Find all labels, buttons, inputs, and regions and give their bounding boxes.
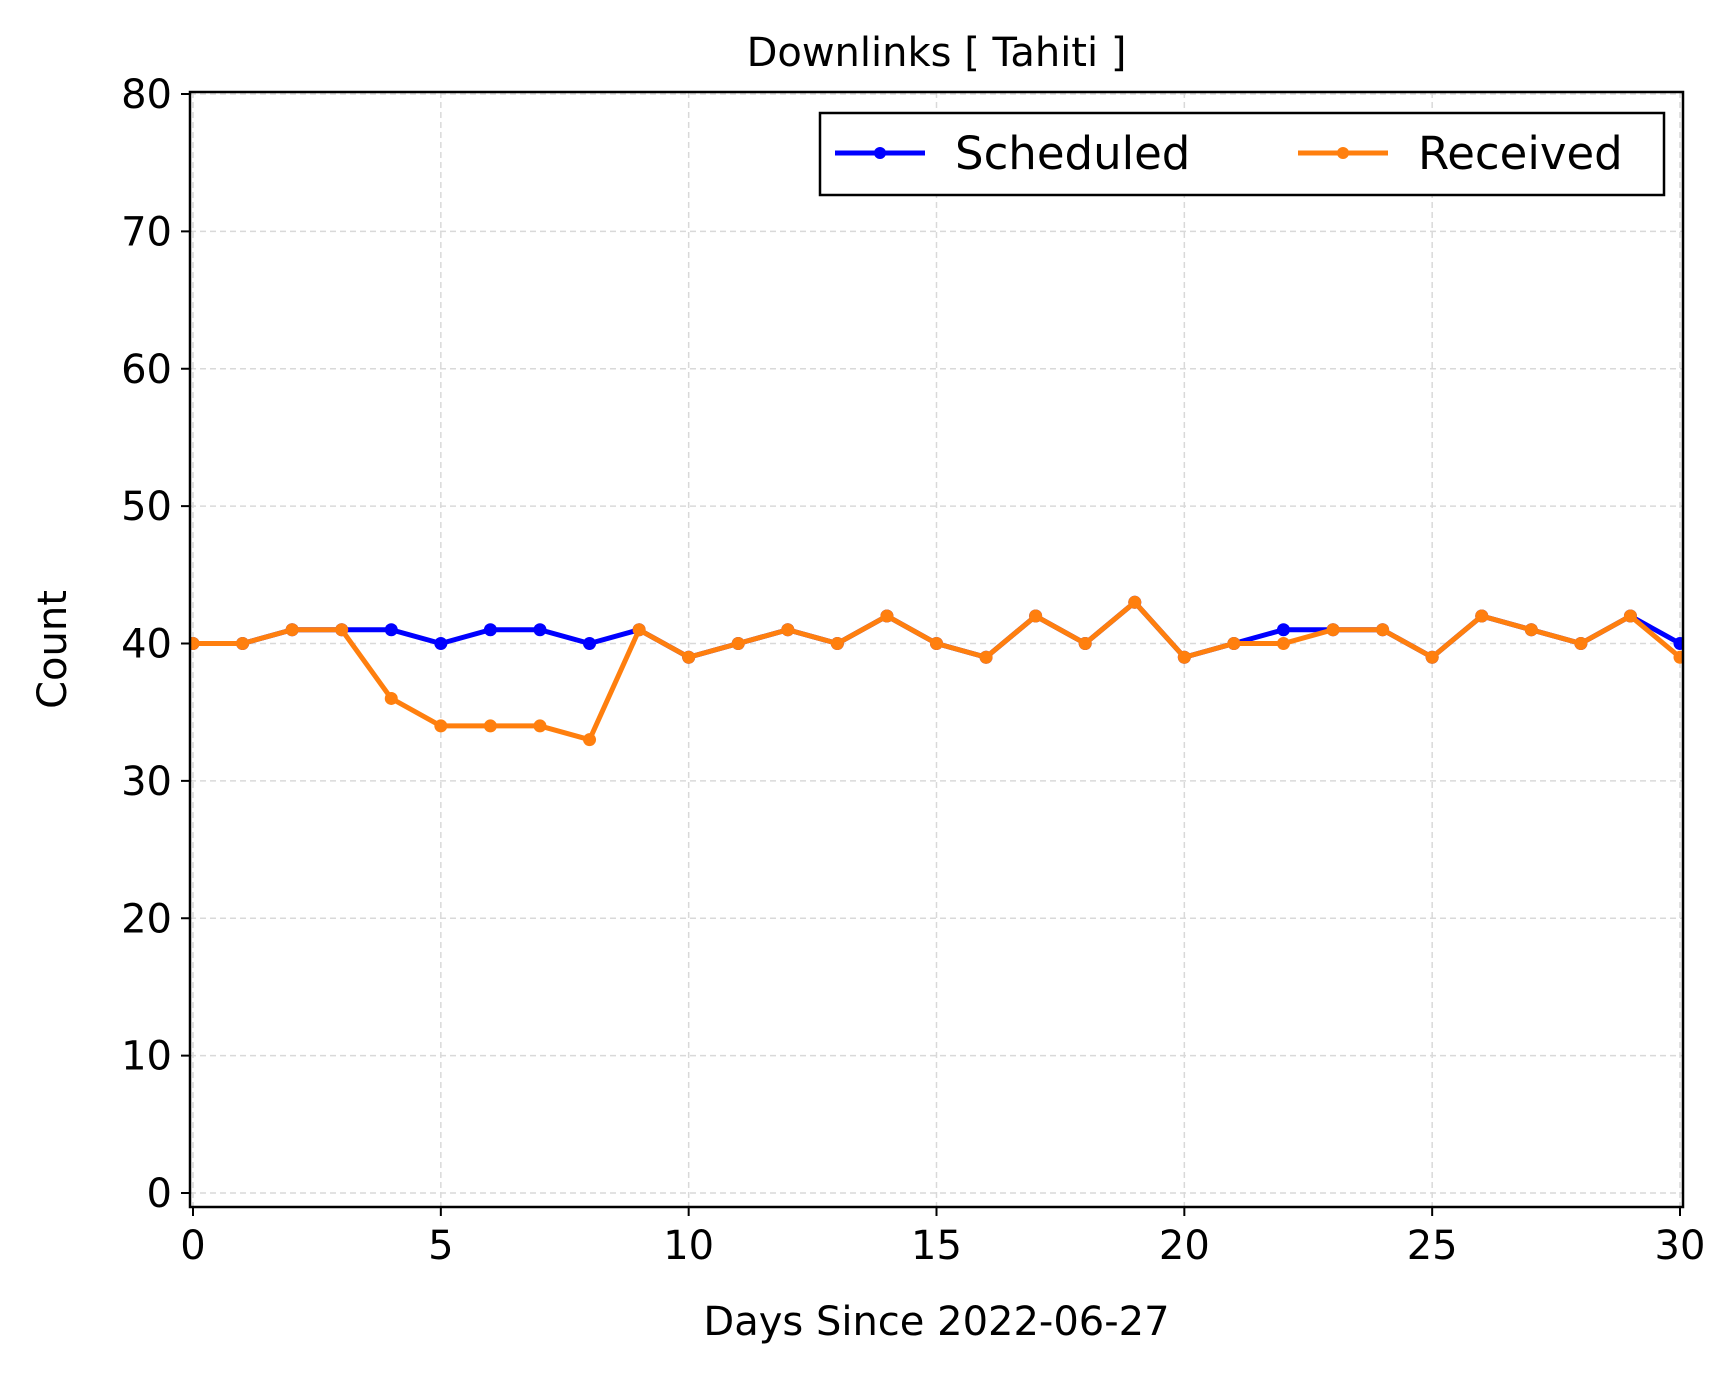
data-point-received [632,623,646,637]
data-point-received [384,691,398,705]
y-tick-label: 10 [121,1034,172,1080]
data-point-received [1574,637,1588,650]
grid [190,92,1683,1207]
data-point-received [1623,609,1637,623]
data-point-received [1524,623,1538,637]
data-point-scheduled [483,623,497,637]
y-tick-label: 60 [121,347,172,393]
x-tick-label: 25 [1407,1223,1458,1269]
data-point-received [1227,637,1241,650]
data-point-scheduled [384,623,398,637]
x-axis-label: Days Since 2022-06-27 [703,1299,1169,1345]
data-point-scheduled [583,637,597,650]
data-point-received [1276,637,1290,650]
data-point-received [979,650,993,664]
y-tick-label: 30 [121,759,172,805]
data-point-received [731,637,745,650]
y-tick-label: 50 [121,484,172,530]
data-point-received [1078,637,1092,650]
data-point-received [781,623,795,637]
data-point-received [285,623,299,637]
x-tick-label: 10 [663,1223,714,1269]
legend-label-received: Received [1418,127,1623,180]
data-point-received [1029,609,1043,623]
y-tick-label: 0 [147,1171,172,1217]
x-tick-label: 20 [1159,1223,1210,1269]
y-axis-label: Count [30,590,76,709]
data-point-scheduled [1673,637,1683,650]
legend: Scheduled Received [818,111,1666,197]
legend-marker-scheduled [874,147,886,159]
plot-series [190,595,1683,747]
y-tick-label: 40 [121,622,172,668]
data-point-received [190,637,200,650]
data-point-received [236,637,250,650]
axis-ticks: 0 5 10 15 20 25 30 0 10 20 30 40 50 60 70 80 [121,72,1705,1269]
data-point-received [1128,595,1142,609]
data-point-received [335,623,349,637]
x-tick-label: 5 [428,1223,453,1269]
data-point-received [880,609,894,623]
data-point-received [1673,650,1683,664]
data-point-received [1177,650,1191,664]
legend-box [818,111,1666,197]
chart-title: Downlinks [ Tahiti ] [747,30,1127,76]
data-point-scheduled [434,637,448,650]
data-point-received [434,719,448,733]
x-tick-label: 0 [180,1223,205,1269]
data-point-scheduled [533,623,547,637]
x-tick-label: 15 [911,1223,962,1269]
data-point-received [830,637,844,650]
data-point-received [483,719,497,733]
data-point-received [1425,650,1439,664]
legend-label-scheduled: Scheduled [955,127,1190,180]
data-point-received [930,637,943,650]
data-point-scheduled [1276,623,1290,637]
data-point-received [583,733,597,747]
y-tick-label: 80 [121,72,172,118]
data-point-received [682,650,696,664]
legend-marker-received [1337,147,1349,159]
x-tick-label: 30 [1655,1223,1706,1269]
data-point-received [1376,623,1390,637]
data-point-received [533,719,547,733]
data-point-received [1475,609,1489,623]
data-point-received [1326,623,1340,637]
y-tick-label: 20 [121,896,172,942]
y-tick-label: 70 [121,209,172,255]
